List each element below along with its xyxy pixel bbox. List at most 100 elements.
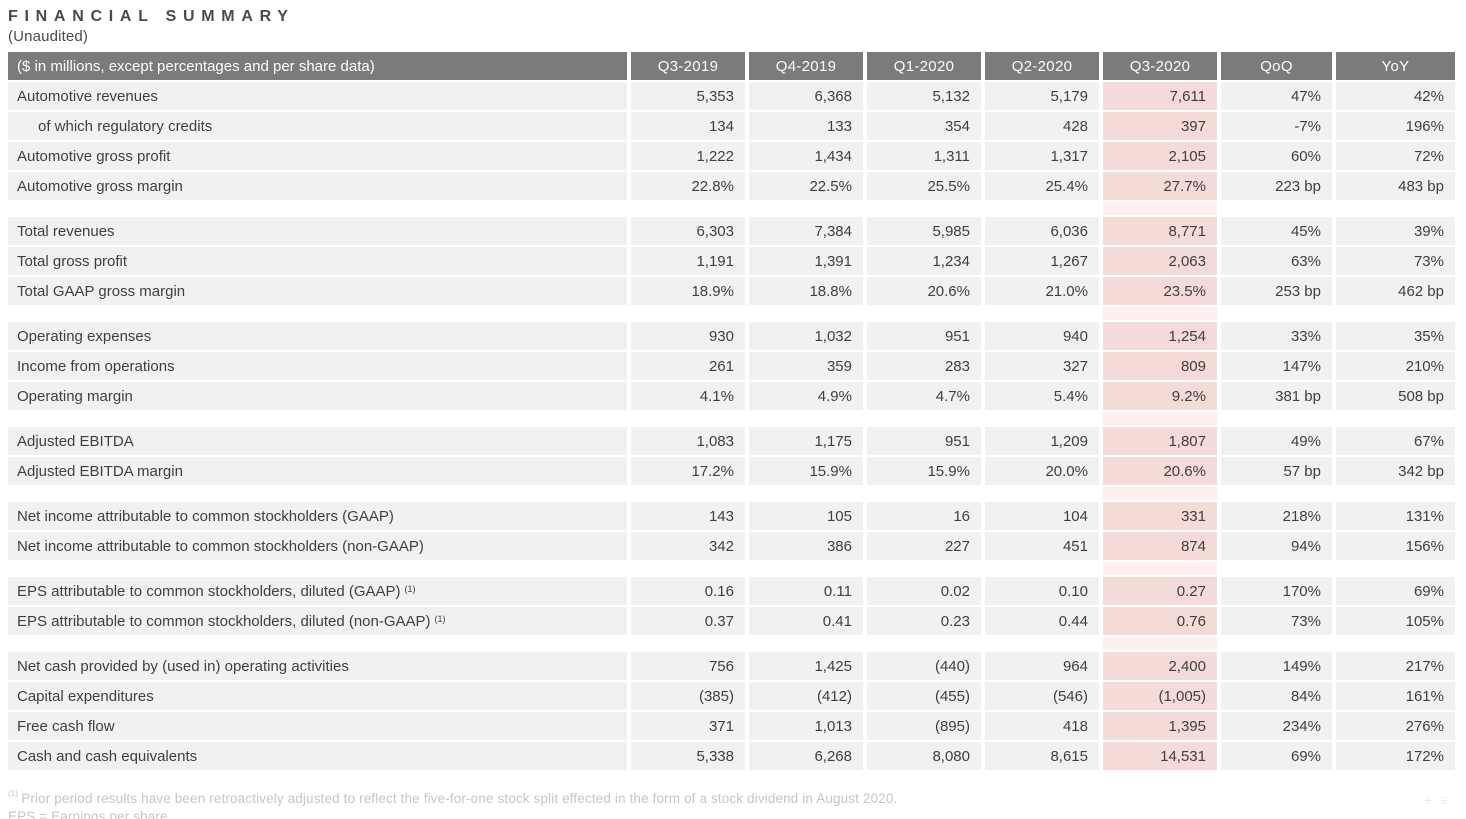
row-label: Total GAAP gross margin <box>8 277 627 305</box>
cell-Q2-2020: 428 <box>985 112 1099 140</box>
cell-Q4-2019: 105 <box>749 502 863 530</box>
table-row: Net income attributable to common stockh… <box>8 502 1455 530</box>
cell-Q3-2019: (385) <box>631 682 745 710</box>
cell-YoY: 73% <box>1336 247 1455 275</box>
cell-QoQ: 57 bp <box>1221 457 1332 485</box>
cell-Q4-2019: 6,368 <box>749 82 863 110</box>
gap-cell <box>867 562 981 575</box>
table-row: Total revenues 6,303 7,384 5,985 6,036 8,771 4… <box>8 217 1455 245</box>
cell-Q3-2019: 1,222 <box>631 142 745 170</box>
row-label-text: Income from operations <box>17 357 175 375</box>
cell-Q1-2020: 20.6% <box>867 277 981 305</box>
gap-cell <box>1103 412 1217 425</box>
cell-Q4-2019: 386 <box>749 532 863 560</box>
gap-cell <box>867 202 981 215</box>
cell-QoQ: 149% <box>1221 652 1332 680</box>
cell-Q4-2019: 7,384 <box>749 217 863 245</box>
cell-YoY: 210% <box>1336 352 1455 380</box>
cell-Q4-2019: (412) <box>749 682 863 710</box>
gap-cell <box>1221 637 1332 650</box>
table-row: Automotive gross margin 22.8% 22.5% 25.5% 25… <box>8 172 1455 200</box>
gap-cell <box>985 637 1099 650</box>
row-label: Adjusted EBITDA margin <box>8 457 627 485</box>
cell-Q3-2020: 1,395 <box>1103 712 1217 740</box>
row-label-text: Automotive gross margin <box>17 177 183 195</box>
cell-Q3-2019: 5,353 <box>631 82 745 110</box>
row-label-text: Net cash provided by (used in) operating… <box>17 657 349 675</box>
table-row: Capital expenditures (385) (412) (455) (546)… <box>8 682 1455 710</box>
cell-Q4-2019: 1,425 <box>749 652 863 680</box>
cell-Q3-2020: 14,531 <box>1103 742 1217 770</box>
row-label: Automotive gross margin <box>8 172 627 200</box>
cell-Q3-2019: 930 <box>631 322 745 350</box>
cell-Q2-2020: 418 <box>985 712 1099 740</box>
cell-Q2-2020: 964 <box>985 652 1099 680</box>
cell-Q3-2020: 331 <box>1103 502 1217 530</box>
cell-Q2-2020: 1,267 <box>985 247 1099 275</box>
cell-Q3-2019: 1,083 <box>631 427 745 455</box>
row-label: Free cash flow <box>8 712 627 740</box>
cell-YoY: 39% <box>1336 217 1455 245</box>
gap-cell <box>631 487 745 500</box>
row-label: Adjusted EBITDA <box>8 427 627 455</box>
section-gap <box>8 487 1455 500</box>
cell-Q2-2020: 104 <box>985 502 1099 530</box>
cell-Q1-2020: 5,985 <box>867 217 981 245</box>
page-subtitle: (Unaudited) <box>8 28 89 45</box>
cell-Q3-2019: 261 <box>631 352 745 380</box>
cell-Q1-2020: 0.23 <box>867 607 981 635</box>
cell-YoY: 217% <box>1336 652 1455 680</box>
cell-Q3-2019: 18.9% <box>631 277 745 305</box>
cell-Q2-2020: 451 <box>985 532 1099 560</box>
gap-cell <box>631 307 745 320</box>
cell-Q1-2020: 283 <box>867 352 981 380</box>
cell-YoY: 131% <box>1336 502 1455 530</box>
gap-label <box>8 307 627 320</box>
cell-Q1-2020: (440) <box>867 652 981 680</box>
cell-Q3-2020: (1,005) <box>1103 682 1217 710</box>
gap-cell <box>1336 307 1455 320</box>
cell-Q1-2020: 1,311 <box>867 142 981 170</box>
cell-Q4-2019: 1,391 <box>749 247 863 275</box>
cell-Q2-2020: 1,317 <box>985 142 1099 170</box>
row-label-text: Automotive revenues <box>17 87 158 105</box>
row-label: Net cash provided by (used in) operating… <box>8 652 627 680</box>
row-label: Automotive revenues <box>8 82 627 110</box>
cell-Q1-2020: 5,132 <box>867 82 981 110</box>
cell-Q3-2020: 0.27 <box>1103 577 1217 605</box>
cell-Q3-2020: 23.5% <box>1103 277 1217 305</box>
gap-cell <box>867 412 981 425</box>
table-row: Net income attributable to common stockh… <box>8 532 1455 560</box>
column-header-Q3-2019: Q3-2019 <box>631 52 745 80</box>
cell-Q3-2020: 1,807 <box>1103 427 1217 455</box>
row-label-text: of which regulatory credits <box>38 117 213 135</box>
table-row: Income from operations 261 359 283 327 809 147… <box>8 352 1455 380</box>
row-label: Operating margin <box>8 382 627 410</box>
gap-cell <box>631 637 745 650</box>
gap-cell <box>867 637 981 650</box>
cell-QoQ: 60% <box>1221 142 1332 170</box>
cell-Q2-2020: 20.0% <box>985 457 1099 485</box>
table-row: Total gross profit 1,191 1,391 1,234 1,267 2,… <box>8 247 1455 275</box>
cell-Q2-2020: 327 <box>985 352 1099 380</box>
gap-cell <box>1221 307 1332 320</box>
cell-Q4-2019: 1,032 <box>749 322 863 350</box>
footnotes: (1) Prior period results have been retroa… <box>8 789 1455 819</box>
cell-Q4-2019: 22.5% <box>749 172 863 200</box>
cell-Q3-2020: 9.2% <box>1103 382 1217 410</box>
crosshair-icon[interactable]: + <box>1423 792 1432 808</box>
gap-cell <box>1103 307 1217 320</box>
cell-Q4-2019: 1,434 <box>749 142 863 170</box>
cell-Q1-2020: 25.5% <box>867 172 981 200</box>
cell-QoQ: 218% <box>1221 502 1332 530</box>
cell-QoQ: 147% <box>1221 352 1332 380</box>
menu-lines-icon[interactable]: ≡ <box>1439 792 1448 808</box>
cell-QoQ: 234% <box>1221 712 1332 740</box>
column-header-Q2-2020: Q2-2020 <box>985 52 1099 80</box>
gap-cell <box>1336 202 1455 215</box>
gap-cell <box>1103 487 1217 500</box>
row-label: Operating expenses <box>8 322 627 350</box>
table-row: Cash and cash equivalents 5,338 6,268 8,080… <box>8 742 1455 770</box>
cell-Q3-2019: 5,338 <box>631 742 745 770</box>
cell-QoQ: 69% <box>1221 742 1332 770</box>
